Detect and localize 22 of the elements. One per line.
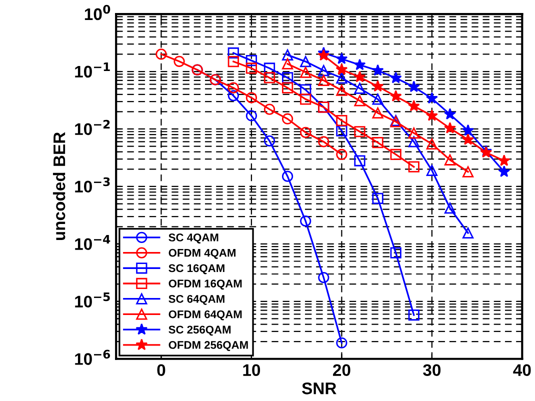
x-axis-title: SNR [302, 382, 336, 394]
y-tick-label: 10$^{0}$ [84, 4, 110, 20]
legend-label: OFDM 16QAM [168, 280, 242, 290]
y-tick-label: 10$^{−6}$ [75, 350, 110, 365]
y-tick-label: 10$^{−5}$ [75, 292, 110, 308]
legend-label: OFDM 64QAM [168, 310, 242, 320]
y-tick-label: 10$^{−2}$ [75, 120, 110, 136]
x-tick-label: 30 [423, 364, 441, 376]
y-tick-label: 10$^{−4}$ [75, 234, 110, 250]
y-tick-label: 10$^{−3}$ [75, 177, 110, 193]
x-tick-label: 20 [332, 364, 350, 376]
x-tick-label: 40 [513, 364, 531, 376]
legend-label: OFDM 256QAM [168, 341, 248, 351]
x-tick-label: 10 [243, 364, 260, 376]
legend-label: OFDM 4QAM [168, 248, 236, 259]
x-tick-label: 0 [157, 364, 166, 376]
y-axis-title: uncoded BER [52, 132, 66, 240]
legend-label: SC 16QAM [168, 264, 224, 274]
y-tick-label: 10$^{−1}$ [75, 62, 110, 78]
legend-label: SC 4QAM [168, 234, 218, 244]
legend-label: SC 64QAM [168, 294, 224, 305]
legend-label: SC 256QAM [168, 326, 231, 336]
